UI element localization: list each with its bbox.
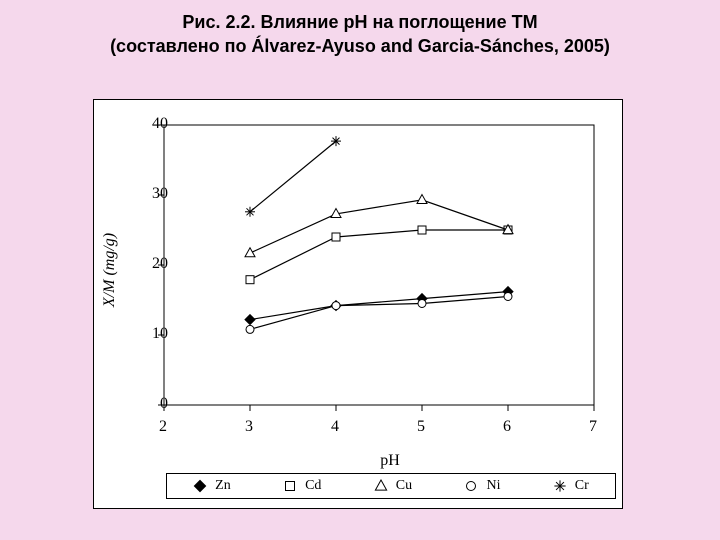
title-line-2: (составлено по Álvarez-Ayuso and Garcia-…	[30, 34, 690, 58]
legend-item-ni: Ni	[464, 478, 500, 494]
x-axis-label: pH	[380, 452, 400, 470]
legend-label: Cu	[396, 478, 412, 494]
legend-label: Cd	[305, 478, 321, 494]
x-tick: 2	[159, 418, 167, 436]
y-tick: 10	[152, 325, 168, 343]
x-tick: 7	[589, 418, 597, 436]
x-tick: 3	[245, 418, 253, 436]
y-tick: 0	[160, 395, 168, 413]
legend-label: Ni	[486, 478, 500, 494]
legend-item-cr: Cr	[553, 478, 589, 494]
legend-item-cu: Cu	[374, 478, 412, 494]
x-tick: 6	[503, 418, 511, 436]
y-axis-label: X/M (mg/g)	[101, 233, 119, 307]
legend-item-zn: Zn	[193, 478, 231, 494]
y-tick: 20	[152, 255, 168, 273]
legend: Zn Cd Cu Ni Cr	[166, 473, 616, 499]
y-tick: 30	[152, 185, 168, 203]
x-tick: 4	[331, 418, 339, 436]
figure-title: Рис. 2.2. Влияние рН на поглощение ТМ (с…	[0, 0, 720, 59]
chart-frame	[93, 99, 623, 509]
y-tick: 40	[152, 115, 168, 133]
chart-plot	[94, 100, 622, 508]
title-line-1: Рис. 2.2. Влияние рН на поглощение ТМ	[30, 10, 690, 34]
legend-item-cd: Cd	[283, 478, 321, 494]
legend-label: Zn	[215, 478, 231, 494]
legend-label: Cr	[575, 478, 589, 494]
x-tick: 5	[417, 418, 425, 436]
